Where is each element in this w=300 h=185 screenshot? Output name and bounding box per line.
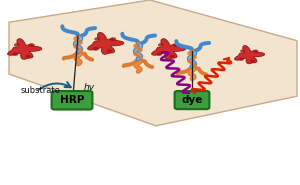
Polygon shape <box>158 43 164 47</box>
FancyBboxPatch shape <box>52 91 92 110</box>
Polygon shape <box>14 43 20 47</box>
Polygon shape <box>9 0 297 126</box>
Polygon shape <box>169 55 175 58</box>
Polygon shape <box>12 52 18 56</box>
Polygon shape <box>239 58 244 61</box>
Polygon shape <box>88 32 124 54</box>
Polygon shape <box>156 52 162 56</box>
Polygon shape <box>106 49 112 53</box>
Polygon shape <box>28 43 35 47</box>
Polygon shape <box>235 46 265 64</box>
Polygon shape <box>240 50 245 53</box>
Polygon shape <box>172 43 179 47</box>
Polygon shape <box>110 37 116 41</box>
Text: substrate: substrate <box>21 86 61 95</box>
Polygon shape <box>26 55 31 58</box>
Polygon shape <box>93 47 99 51</box>
Polygon shape <box>94 37 100 41</box>
FancyBboxPatch shape <box>175 91 209 109</box>
Text: hv: hv <box>84 83 95 92</box>
Polygon shape <box>250 60 255 63</box>
Polygon shape <box>253 50 259 53</box>
Polygon shape <box>152 39 186 59</box>
Text: dye: dye <box>181 95 203 105</box>
Text: HRP: HRP <box>60 95 84 105</box>
Polygon shape <box>8 39 42 59</box>
